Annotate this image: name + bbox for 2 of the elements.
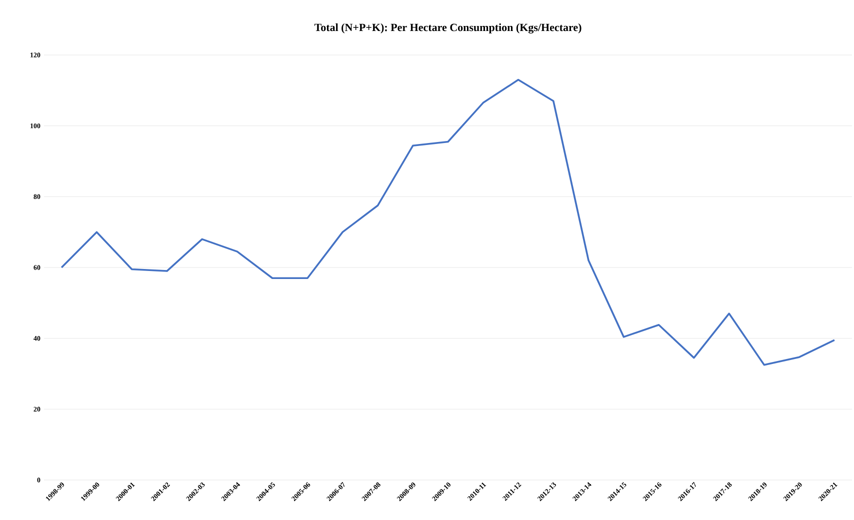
line-series	[60, 78, 836, 366]
chart-title: Total (N+P+K): Per Hectare Consumption (Kgs/Hectare)	[314, 23, 582, 34]
